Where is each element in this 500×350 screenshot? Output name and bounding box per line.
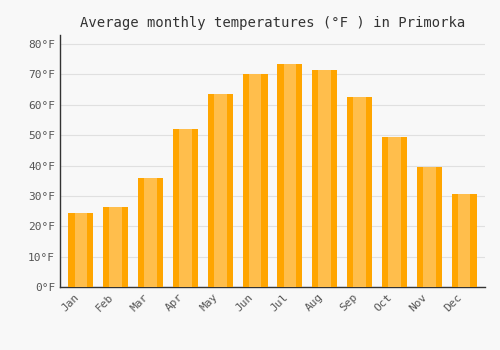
Bar <box>382 137 407 287</box>
Bar <box>110 206 122 287</box>
Bar <box>284 64 296 287</box>
Title: Average monthly temperatures (°F ) in Primorka: Average monthly temperatures (°F ) in Pr… <box>80 16 465 30</box>
Bar <box>354 97 366 287</box>
Bar <box>388 137 400 287</box>
Bar <box>144 178 157 287</box>
Bar <box>423 167 436 287</box>
Bar <box>416 167 442 287</box>
Bar <box>278 64 302 287</box>
Bar <box>452 194 476 287</box>
Bar <box>214 94 226 287</box>
Bar <box>103 206 128 287</box>
Bar <box>312 70 338 287</box>
Bar <box>68 212 94 287</box>
Bar <box>179 129 192 287</box>
Bar <box>138 178 163 287</box>
Bar <box>208 94 233 287</box>
Bar <box>249 75 262 287</box>
Bar <box>318 70 331 287</box>
Bar <box>242 75 268 287</box>
Bar <box>458 194 470 287</box>
Bar <box>173 129 198 287</box>
Bar <box>74 212 87 287</box>
Bar <box>347 97 372 287</box>
